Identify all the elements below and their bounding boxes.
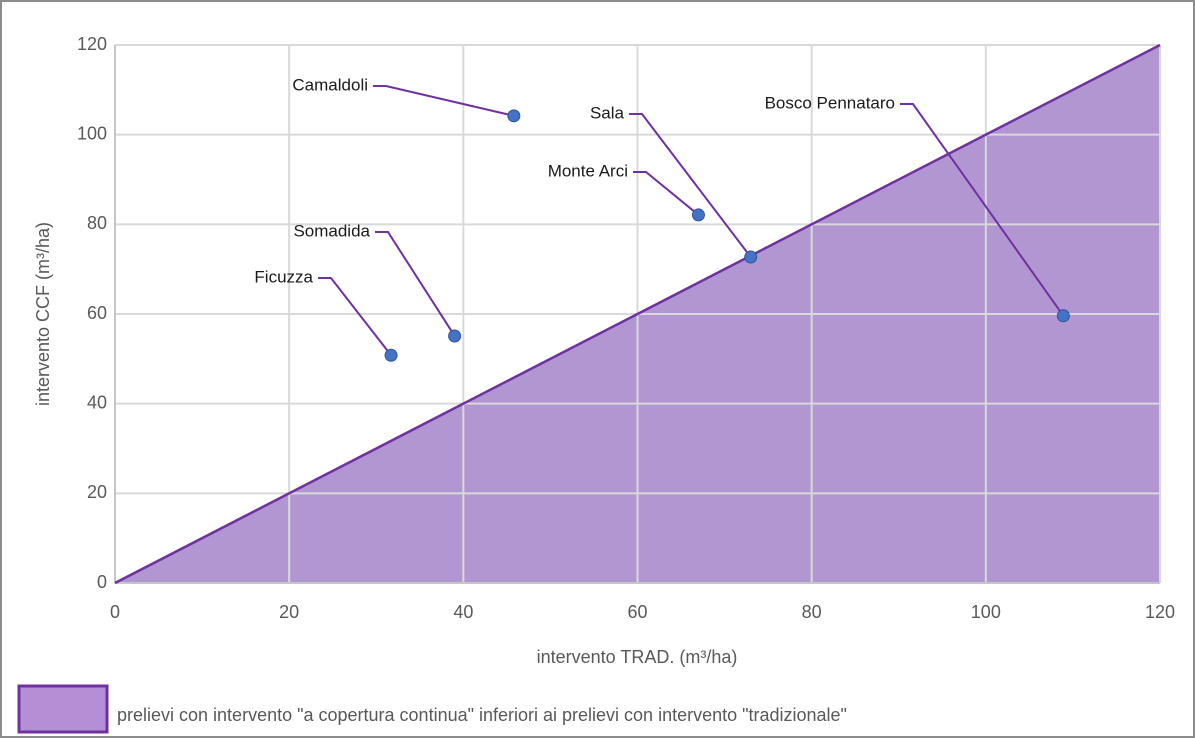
point-label: Monte Arci	[548, 161, 628, 180]
y-tick-label: 0	[97, 572, 107, 592]
x-tick-label: 40	[453, 602, 473, 622]
leader-line	[318, 277, 392, 356]
point	[744, 250, 758, 264]
x-tick-label: 100	[971, 602, 1001, 622]
point-label: Camaldoli	[292, 75, 368, 94]
legend-label: prelievi con intervento "a copertura con…	[117, 705, 847, 725]
y-tick-label: 20	[87, 482, 107, 502]
x-tick-label: 60	[627, 602, 647, 622]
leader-line	[900, 103, 1065, 317]
leader-line	[633, 171, 700, 216]
point-label: Sala	[590, 103, 625, 122]
point	[691, 208, 705, 222]
y-tick-label: 120	[77, 34, 107, 54]
x-tick-label: 120	[1145, 602, 1175, 622]
y-tick-label: 100	[77, 123, 107, 143]
point	[448, 329, 462, 343]
x-tick-label: 20	[279, 602, 299, 622]
x-axis-label: intervento TRAD. (m³/ha)	[537, 647, 738, 667]
point-label: Somadida	[293, 221, 370, 240]
leader-line	[629, 113, 752, 258]
leader-line	[373, 85, 515, 117]
y-tick-label: 80	[87, 213, 107, 233]
point	[507, 109, 521, 123]
point	[1056, 309, 1070, 323]
x-tick-label: 80	[802, 602, 822, 622]
reference-line	[114, 43, 1161, 585]
legend-swatch	[17, 684, 109, 734]
point	[384, 348, 398, 362]
point-label: Bosco Pennataro	[765, 93, 895, 112]
y-tick-label: 60	[87, 303, 107, 323]
y-axis-label: intervento CCF (m³/ha)	[33, 222, 53, 406]
leader-line	[375, 231, 456, 337]
y-tick-label: 40	[87, 392, 107, 412]
x-tick-label: 0	[110, 602, 120, 622]
point-label: Ficuzza	[254, 267, 313, 286]
